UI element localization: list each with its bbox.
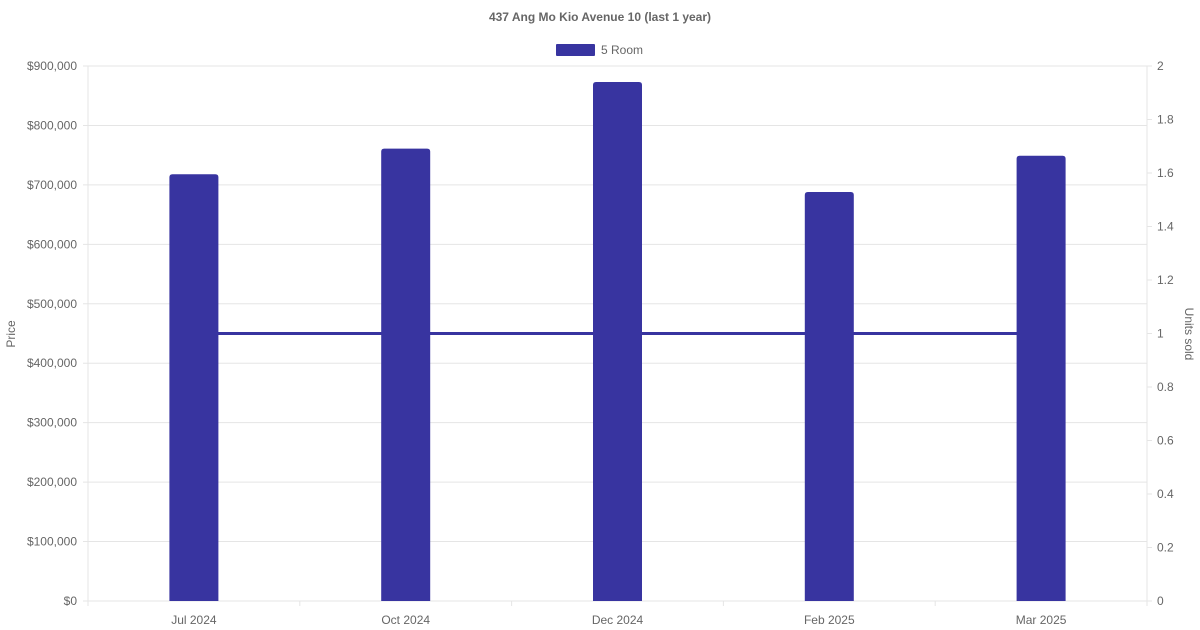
y-left-tick-label: $500,000 [27, 297, 77, 311]
x-tick-label: Dec 2024 [592, 613, 644, 627]
y-right-tick-label: 0.4 [1157, 487, 1174, 501]
y-left-tick-label: $800,000 [27, 118, 77, 132]
y-left-tick-label: $0 [64, 594, 78, 608]
y-left-tick-label: $900,000 [27, 59, 77, 73]
y-left-tick-label: $200,000 [27, 475, 77, 489]
y-left-tick-label: $600,000 [27, 237, 77, 251]
x-tick-label: Jul 2024 [171, 613, 217, 627]
x-tick-label: Feb 2025 [804, 613, 855, 627]
x-tick-label: Oct 2024 [381, 613, 430, 627]
y-right-tick-label: 0.8 [1157, 380, 1174, 394]
y-right-tick-label: 0.2 [1157, 541, 1174, 555]
bar [381, 148, 431, 601]
bar [169, 174, 219, 601]
y-right-tick-label: 1.6 [1157, 166, 1174, 180]
legend[interactable]: 5 Room [556, 43, 643, 57]
y-left-tick-label: $100,000 [27, 535, 77, 549]
bars [169, 82, 1066, 602]
y-right-tick-label: 1.8 [1157, 113, 1174, 127]
axes: $0 $100,000 $200,000 $300,000 $400,000 $500,0… [27, 59, 1174, 627]
x-tick-label: Mar 2025 [1016, 613, 1067, 627]
y-left-tick-label: $300,000 [27, 416, 77, 430]
legend-swatch [556, 44, 595, 56]
y-right-tick-label: 1 [1157, 327, 1164, 341]
y-axis-left-title: Price [4, 320, 18, 348]
chart-title: 437 Ang Mo Kio Avenue 10 (last 1 year) [489, 10, 711, 24]
bar [804, 192, 854, 601]
y-right-tick-label: 0.6 [1157, 434, 1174, 448]
bar [1016, 155, 1066, 601]
y-left-tick-label: $400,000 [27, 356, 77, 370]
y-right-tick-label: 1.4 [1157, 220, 1174, 234]
y-right-tick-label: 1.2 [1157, 273, 1174, 287]
y-right-tick-label: 0 [1157, 594, 1164, 608]
bar [593, 82, 642, 602]
y-axis-right-title: Units sold [1182, 308, 1196, 361]
y-left-tick-label: $700,000 [27, 178, 77, 192]
y-right-tick-label: 2 [1157, 59, 1164, 73]
legend-label: 5 Room [601, 43, 643, 57]
